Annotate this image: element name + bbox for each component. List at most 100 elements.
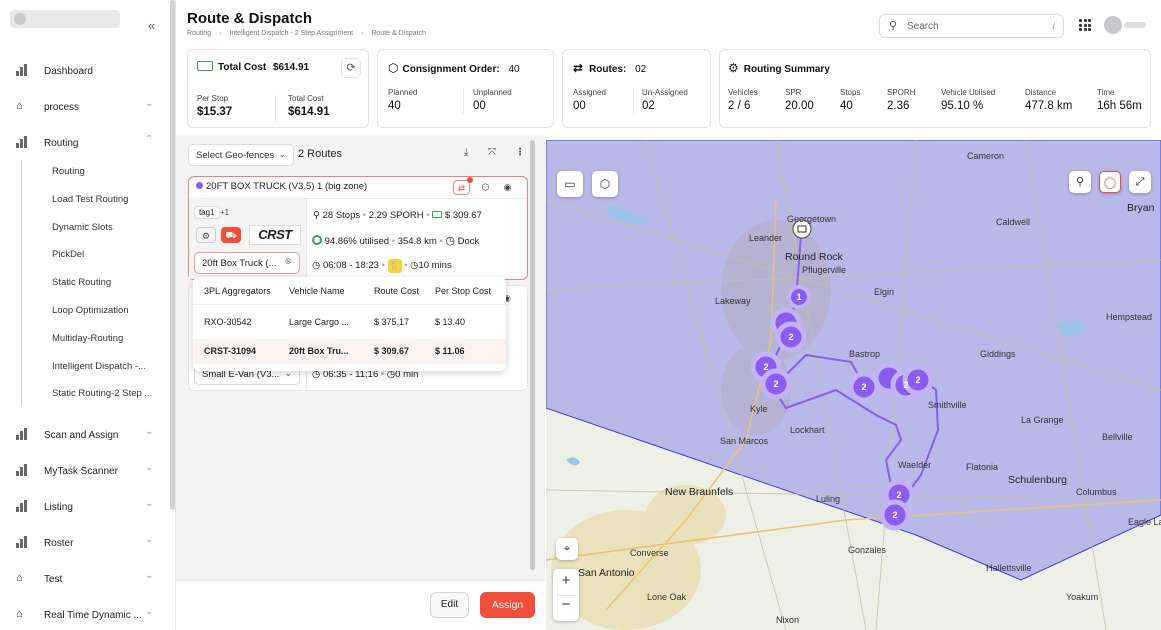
city-label: Lakeway: [715, 296, 751, 306]
summary-label: Stops: [840, 88, 861, 97]
company-logo: [10, 10, 120, 28]
lasso-select-icon[interactable]: ◯: [1099, 171, 1121, 193]
tag-more[interactable]: +1: [220, 208, 230, 217]
home-icon: ⌂: [16, 572, 23, 584]
edit-button[interactable]: Edit: [430, 592, 469, 618]
cluster-count[interactable]: 2: [788, 332, 793, 342]
routes-count: 2 Routes: [298, 148, 343, 160]
map-search-icon[interactable]: ⚲: [1069, 171, 1091, 193]
search-input[interactable]: ⚲ Search /: [879, 14, 1064, 38]
apps-grid-icon[interactable]: [1079, 19, 1091, 31]
user-name[interactable]: [1124, 22, 1146, 28]
locate-icon[interactable]: ⌖: [556, 538, 578, 560]
refresh-icon[interactable]: ⟳: [341, 58, 361, 78]
submenu-item-loop-optimization[interactable]: Loop Optimization: [52, 305, 129, 316]
map-view[interactable]: 1 2 2 2 2 2 2 2 2 Georgetown Round Rock …: [546, 140, 1161, 630]
city-label: Hempstead: [1106, 312, 1152, 322]
download-icon[interactable]: ⤓: [464, 147, 469, 158]
cluster-count[interactable]: 2: [915, 375, 920, 385]
clock-icon: ◷: [312, 369, 321, 380]
eye-icon[interactable]: ◉: [503, 182, 512, 192]
clear-icon[interactable]: ⊗: [284, 256, 292, 266]
city-label: Nixon: [776, 615, 799, 625]
submenu-item-dynamic-slots[interactable]: Dynamic Slots: [52, 222, 113, 233]
search-icon: ⚲: [889, 20, 898, 32]
cluster-count[interactable]: 2: [896, 490, 901, 500]
cash-icon: [197, 61, 213, 71]
chevron-down-icon: ⌄: [278, 149, 286, 159]
summary-value: 16h 56m: [1097, 100, 1142, 112]
table-cell[interactable]: 20ft Box Tru...: [289, 346, 349, 356]
panel-scrollbar[interactable]: [530, 140, 535, 570]
route-time-window: ◷ 06:08 - 18:23 • 🍴 • ◷10 mins: [312, 259, 452, 273]
map-layers-icon[interactable]: ▭: [557, 171, 583, 197]
city-label: Leander: [749, 233, 782, 243]
route-utilisation: 94.86% utilised • 354.8 km • ◷ Dock: [312, 234, 479, 247]
sidebar-scrollbar[interactable]: [170, 0, 175, 510]
zoom-out-button[interactable]: −: [561, 596, 571, 613]
submenu-item-static-routing[interactable]: Static Routing: [52, 277, 112, 288]
box-icon[interactable]: ⬡: [481, 182, 490, 192]
collapse-sidebar-icon[interactable]: «: [148, 18, 156, 33]
table-cell[interactable]: RXO-30542: [204, 317, 252, 327]
sidebar-item-scan-and-assign[interactable]: Scan and Assign ⌄: [0, 421, 170, 449]
fullscreen-icon[interactable]: ⤢: [1129, 171, 1151, 193]
sidebar-item-routing[interactable]: Routing ⌃: [0, 129, 170, 157]
collapse-all-icon[interactable]: ⤧: [488, 147, 496, 158]
cash-icon: [432, 211, 443, 218]
table-cell[interactable]: $ 309.67: [374, 346, 410, 356]
submenu-item-load-test-routing[interactable]: Load Test Routing: [52, 194, 129, 205]
geofence-select[interactable]: Select Geo-fences ⌄: [188, 144, 294, 166]
sidebar-item-test[interactable]: ⌂ Test ⌄: [0, 565, 170, 593]
zoom-in-button[interactable]: +: [561, 572, 571, 589]
sidebar-item-listing[interactable]: Listing ⌄: [0, 493, 170, 521]
city-label: Gonzales: [848, 545, 887, 555]
cluster-count[interactable]: 2: [892, 510, 897, 520]
table-cell[interactable]: $ 11.06: [435, 346, 465, 356]
submenu-item-multiday-routing[interactable]: Multiday-Routing: [52, 333, 124, 344]
more-options-icon[interactable]: ⋮: [515, 147, 525, 158]
submenu-item-intelligent-dispatch[interactable]: Intelligent Dispatch -...: [52, 361, 146, 372]
cluster-count[interactable]: 2: [773, 379, 778, 389]
swap-icon[interactable]: ⇄: [453, 180, 470, 195]
cluster-count[interactable]: 2: [861, 382, 866, 392]
box-view-icon[interactable]: ⬡: [592, 171, 618, 197]
submenu-item-routing[interactable]: Routing: [52, 166, 85, 177]
city-label: Yoakum: [1066, 592, 1098, 602]
page-title: Route & Dispatch: [187, 10, 313, 27]
table-cell[interactable]: $ 375.17: [374, 317, 410, 327]
summary-label: Distance: [1025, 88, 1057, 97]
sidebar-item-roster[interactable]: Roster ⌄: [0, 529, 170, 557]
cluster-count[interactable]: 2: [763, 362, 768, 372]
sidebar-item-process[interactable]: ⌂ process ⌄: [0, 93, 170, 121]
assign-button[interactable]: Assign: [480, 592, 535, 618]
depot-icon[interactable]: [792, 219, 812, 239]
tag-chip[interactable]: tag1: [194, 206, 220, 219]
sidebar-item-label: Roster: [44, 537, 74, 549]
sidebar-item-real-time-dynamic[interactable]: ⌂ Real Time Dynamic ... ⌄: [0, 601, 170, 629]
sidebar-item-mytask-scanner[interactable]: MyTask Scanner ⌄: [0, 457, 170, 485]
submenu-item-static-routing-2-step[interactable]: Static Routing-2 Step ...: [52, 388, 153, 399]
truck-icon[interactable]: ⛟: [221, 227, 241, 243]
total-cost-title: Total Cost $614.91: [197, 61, 309, 73]
breadcrumb-item[interactable]: Intelligent Dispatch - 2 Step Assignment: [229, 30, 354, 37]
chevron-down-icon: ⌄: [145, 570, 154, 581]
summary-value: 20.00: [785, 100, 814, 112]
vehicle-select[interactable]: 20ft Box Truck (... ⊗: [194, 252, 300, 274]
cluster-count[interactable]: 2: [903, 380, 908, 390]
route-icon: ⇄: [573, 61, 584, 75]
table-cell[interactable]: $ 13.40: [435, 317, 466, 327]
submenu-item-pickdel[interactable]: PickDel: [52, 249, 85, 260]
routing-summary-title: ⚙ Routing Summary: [728, 61, 830, 75]
table-cell[interactable]: CRST-31094: [204, 346, 257, 356]
cluster-count[interactable]: 1: [796, 292, 801, 302]
breadcrumb-item[interactable]: Routing: [187, 30, 212, 37]
chevron-down-icon: ⌄: [284, 368, 292, 378]
sidebar-item-dashboard[interactable]: Dashboard: [0, 57, 170, 85]
avatar[interactable]: [1104, 16, 1122, 34]
settings-icon[interactable]: ⚙: [196, 227, 216, 243]
eye-icon[interactable]: ◉: [503, 293, 511, 303]
map-canvas[interactable]: 1 2 2 2 2 2 2 2 2 Georgetown Round Rock …: [546, 140, 1161, 630]
search-placeholder: Search: [907, 21, 939, 32]
table-cell[interactable]: Large Cargo ...: [289, 317, 350, 327]
